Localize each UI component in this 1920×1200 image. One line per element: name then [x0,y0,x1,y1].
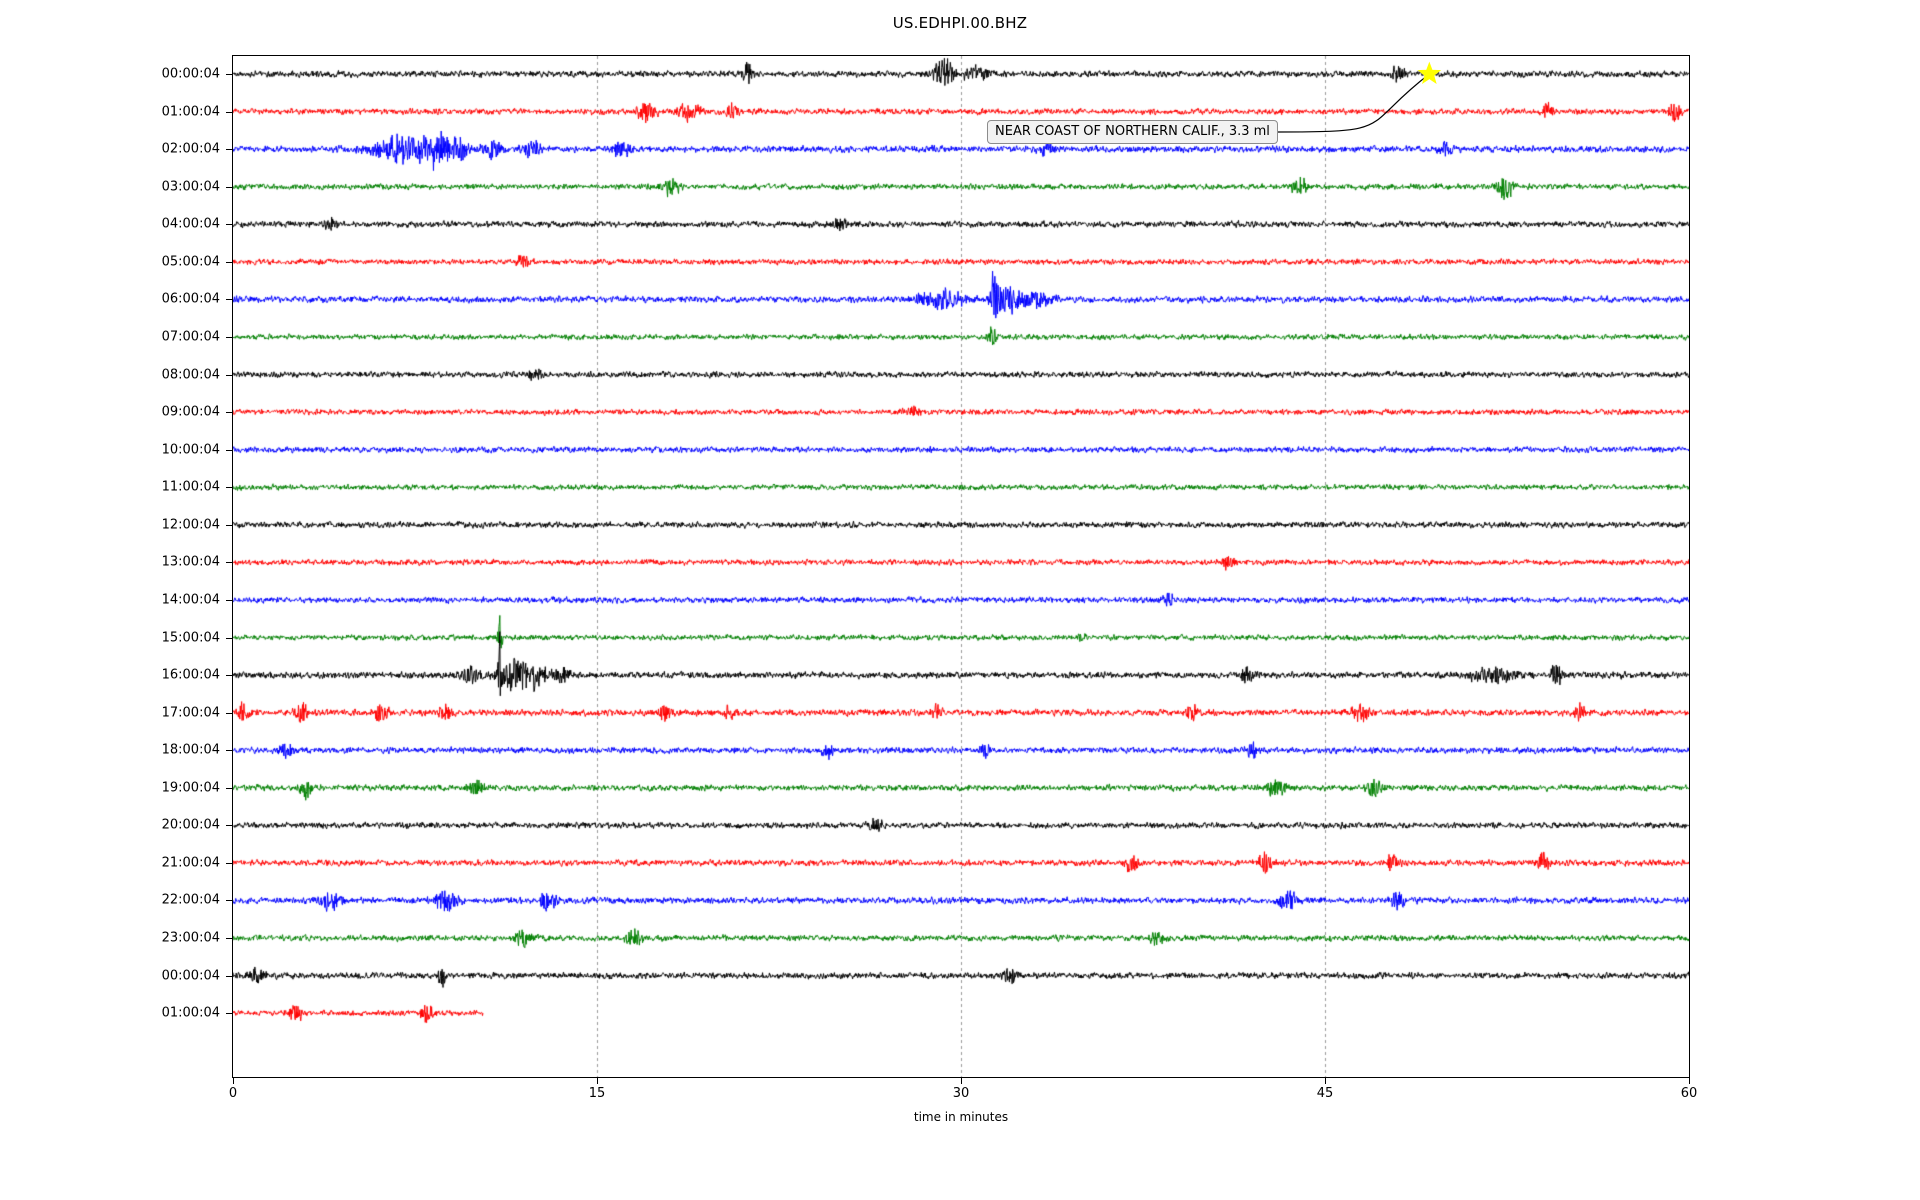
y-axis-tick-mark [226,111,233,113]
event-annotation-label[interactable]: NEAR COAST OF NORTHERN CALIF., 3.3 ml [987,120,1278,144]
y-axis-tick-label: 12:00:04 [161,517,220,533]
y-axis-tick-mark [226,449,233,451]
y-axis-tick-mark [226,374,233,376]
y-axis-tick-mark [226,750,233,752]
y-axis-tick-mark [226,412,233,414]
x-axis-tick-label: 45 [1316,1086,1334,1101]
y-axis-tick-mark [226,862,233,864]
x-axis-tick-label: 30 [952,1086,970,1101]
y-axis-tick-label: 00:00:04 [161,66,220,82]
y-axis-tick-mark [226,599,233,601]
y-axis-tick-mark [226,261,233,263]
y-axis-tick-label: 21:00:04 [161,855,220,871]
y-axis-tick-mark [226,74,233,75]
y-axis-tick-label: 15:00:04 [161,630,220,645]
y-axis-tick-label: 13:00:04 [161,554,220,570]
x-axis-tick-mark [961,1078,962,1084]
y-axis-tick-label: 11:00:04 [161,479,220,495]
y-axis-tick-label: 16:00:04 [161,667,220,683]
seismogram-traces-canvas [233,56,1689,1077]
x-axis-tick-mark [233,1078,234,1084]
y-axis-tick-label: 14:00:04 [161,592,220,608]
y-axis-tick-mark [226,524,233,526]
y-axis-tick-mark [226,900,233,902]
y-axis-tick-mark [226,637,233,639]
y-axis-tick-label: 17:00:04 [161,705,220,721]
y-axis-tick-mark [226,299,233,301]
y-axis-tick-mark [226,1013,233,1015]
x-axis-tick-mark [1689,1078,1690,1084]
y-axis-tick-mark [226,787,233,789]
y-axis-tick-label: 00:00:04 [161,968,220,984]
y-axis-tick-label: 07:00:04 [161,329,220,345]
y-axis-tick-mark [226,712,233,714]
y-axis-tick-label: 06:00:04 [161,291,220,307]
y-axis-tick-label: 05:00:04 [161,254,220,270]
y-axis-tick-mark [226,487,233,489]
y-axis-tick-mark [226,336,233,338]
y-axis-tick-label: 18:00:04 [161,742,220,758]
plot-axes-area [232,55,1690,1078]
y-axis-tick-label: 01:00:04 [161,104,220,120]
y-axis-tick-label: 02:00:04 [161,141,220,157]
y-axis-tick-label: 20:00:04 [161,817,220,833]
x-axis-label: time in minutes [913,1110,1009,1124]
y-axis-tick-label: 04:00:04 [161,216,220,232]
y-axis-tick-label: 08:00:04 [161,367,220,383]
x-axis-tick-mark [1325,1078,1326,1084]
y-axis-tick-label: 09:00:04 [161,404,220,420]
y-axis-tick-mark [226,938,233,940]
x-axis-tick-label: 15 [588,1086,606,1101]
y-axis-tick-mark [226,975,233,977]
page-title: US.EDHPI.00.BHZ [892,14,1028,32]
y-axis-tick-mark [226,186,233,188]
y-axis-tick-mark [226,675,233,677]
y-axis-tick-label: 01:00:04 [161,1005,220,1021]
y-axis-tick-label: 19:00:04 [161,780,220,796]
y-axis-tick-label: 10:00:04 [161,442,220,458]
y-axis-tick-mark [226,149,233,151]
y-axis-tick-mark [226,562,233,564]
y-axis-tick-label: 23:00:04 [161,930,220,946]
y-axis-tick-label: 22:00:04 [161,892,220,908]
y-axis-tick-label: 03:00:04 [161,179,220,195]
x-axis-tick-label: 0 [228,1086,238,1101]
x-axis-tick-label: 60 [1680,1086,1698,1101]
x-axis-tick-mark [597,1078,598,1084]
y-axis-tick-mark [226,825,233,827]
y-axis-tick-mark [226,224,233,226]
